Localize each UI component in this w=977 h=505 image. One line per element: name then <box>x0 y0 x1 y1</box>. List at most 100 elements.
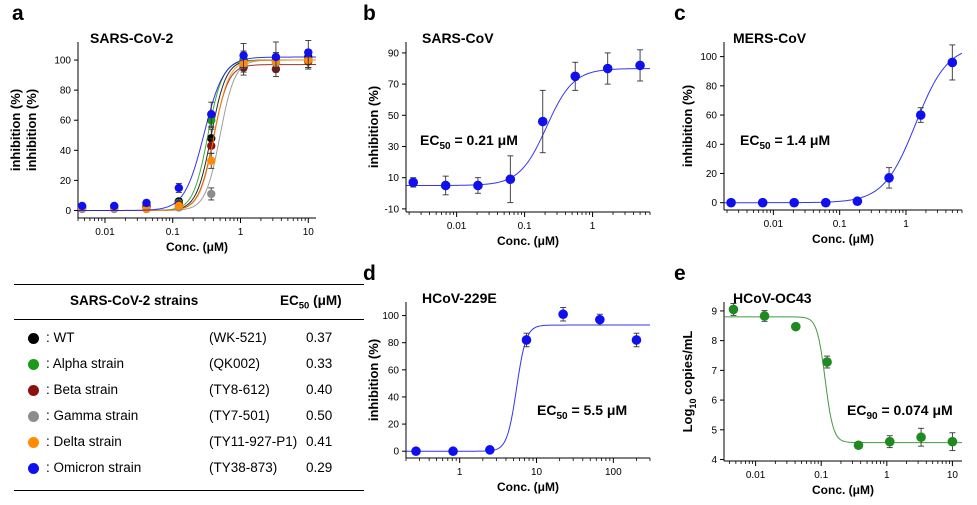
y-tick-label: 60 <box>60 116 72 127</box>
data-point <box>822 357 832 367</box>
x-axis-label: Conc. (μM) <box>812 483 874 497</box>
panel-letter-b: b <box>363 2 376 25</box>
data-point <box>271 52 281 62</box>
table-row: : Omicron strain (TY38-873) 0.29 <box>14 457 364 483</box>
strain-marker-icon <box>28 411 39 422</box>
data-point <box>142 198 151 208</box>
y-axis-label: inhibition (%) <box>680 85 695 167</box>
fit-curve-mers-cov <box>724 52 963 204</box>
chart-a-title: SARS-CoV-2 <box>90 30 174 46</box>
table-top-rule <box>14 284 364 285</box>
x-tick-label: 0.1 <box>518 221 532 232</box>
y-tick-label: 10 <box>388 173 400 184</box>
strain-code: (QK002) <box>209 356 261 371</box>
y-tick-label: 20 <box>388 420 400 431</box>
strain-ec50: 0.40 <box>306 382 333 397</box>
x-tick-label: 0.1 <box>166 227 180 238</box>
chart-e-title: HCoV-OC43 <box>733 290 812 306</box>
y-tick-label: 40 <box>60 146 72 157</box>
data-point <box>558 309 568 320</box>
y-tick-label: 9 <box>711 306 717 317</box>
x-axis-label: Conc. (μM) <box>497 480 559 494</box>
data-point <box>411 446 421 457</box>
data-point <box>485 445 495 455</box>
strain-marker-icon <box>28 359 39 370</box>
data-point <box>505 174 516 185</box>
x-tick-label: 0.1 <box>814 470 828 481</box>
chart-b-title: SARS-CoV <box>422 30 494 46</box>
y-tick-label: 6 <box>711 396 717 407</box>
table-row: : WT (WK-521) 0.37 <box>14 327 364 353</box>
strain-code: (TY38-873) <box>209 460 278 475</box>
y-tick-label: 7 <box>711 366 717 377</box>
fit-curve-hcov-oc43 <box>724 316 962 444</box>
strain-code: (WK-521) <box>209 330 267 345</box>
table-bottom-rule <box>14 490 364 491</box>
data-point <box>853 440 864 451</box>
data-point <box>726 197 736 208</box>
data-point <box>408 177 419 188</box>
y-tick-label: 40 <box>388 392 400 403</box>
fit-curve-wt <box>78 59 316 211</box>
data-point <box>521 335 532 345</box>
table-row: : Delta strain (TY11-927-P1) 0.41 <box>14 431 364 457</box>
x-tick-label: 1 <box>457 467 463 478</box>
data-point <box>884 173 894 183</box>
data-point <box>570 71 581 82</box>
y-axis-label: inhibition (%) <box>366 339 381 421</box>
strain-code: (TY8-612) <box>209 382 270 397</box>
strain-marker-icon <box>28 385 39 396</box>
data-point <box>537 116 548 127</box>
x-tick-label: 0.01 <box>746 470 766 481</box>
table-header-rule <box>14 319 364 320</box>
x-axis-label: Conc. (μM) <box>166 240 228 254</box>
y-tick-label: 100 <box>382 311 399 322</box>
data-point <box>789 197 799 208</box>
y-tick-label: 0 <box>711 198 717 209</box>
data-point <box>595 314 605 325</box>
y-tick-label: 4 <box>711 455 717 466</box>
data-point <box>757 197 768 208</box>
x-tick-label: 0.01 <box>764 219 784 230</box>
data-point <box>631 335 642 345</box>
strain-ec50: 0.37 <box>306 330 333 345</box>
table-row: : Gamma strain (TY7-501) 0.50 <box>14 405 364 431</box>
x-tick-label: 1 <box>238 227 244 238</box>
y-axis-label-main: Log <box>680 409 695 433</box>
data-point <box>915 110 926 120</box>
chart-d: 0 20 40 60 80 100 1 10 100 Conc. (μM) inhibition (… <box>366 302 651 494</box>
y-tick-label: 50 <box>388 111 400 122</box>
x-axis-label: Conc. (μM) <box>812 232 874 246</box>
strain-ec50: 0.29 <box>306 460 333 475</box>
y-axis-label: Log10 copies/mL <box>680 331 698 433</box>
data-point <box>207 189 216 199</box>
panel-letter-e: e <box>674 262 686 285</box>
data-point <box>207 156 216 166</box>
y-axis-label-rest: copies/mL <box>680 331 695 399</box>
strain-marker-icon <box>28 437 39 448</box>
y-tick-label: 30 <box>388 142 400 153</box>
panel-letter-c: c <box>674 2 686 25</box>
data-point <box>884 436 895 447</box>
data-point <box>207 141 216 150</box>
x-tick-label: 10 <box>303 227 315 238</box>
panel-letter-d: d <box>363 262 376 285</box>
fit-curve-alpha-strain <box>78 59 316 211</box>
chart-b-ec50-annotation: EC50 = 0.21 μM <box>420 132 518 152</box>
data-point <box>635 60 645 71</box>
chart-c-title: MERS-CoV <box>733 30 807 46</box>
x-tick-label: 0.01 <box>447 221 467 232</box>
y-axis-label-secondary: inhibition (%) <box>24 89 39 171</box>
strain-name: : WT <box>46 330 75 345</box>
data-point <box>77 201 87 211</box>
fit-curve-beta-strain <box>78 64 316 211</box>
data-point <box>759 311 770 321</box>
data-point <box>852 196 863 207</box>
strain-code: (TY11-927-P1) <box>209 434 298 449</box>
y-axis-label: inhibition (%) <box>8 89 23 171</box>
fit-curve-delta-strain <box>78 59 316 211</box>
data-point <box>602 63 613 74</box>
y-tick-label: 70 <box>388 80 400 91</box>
